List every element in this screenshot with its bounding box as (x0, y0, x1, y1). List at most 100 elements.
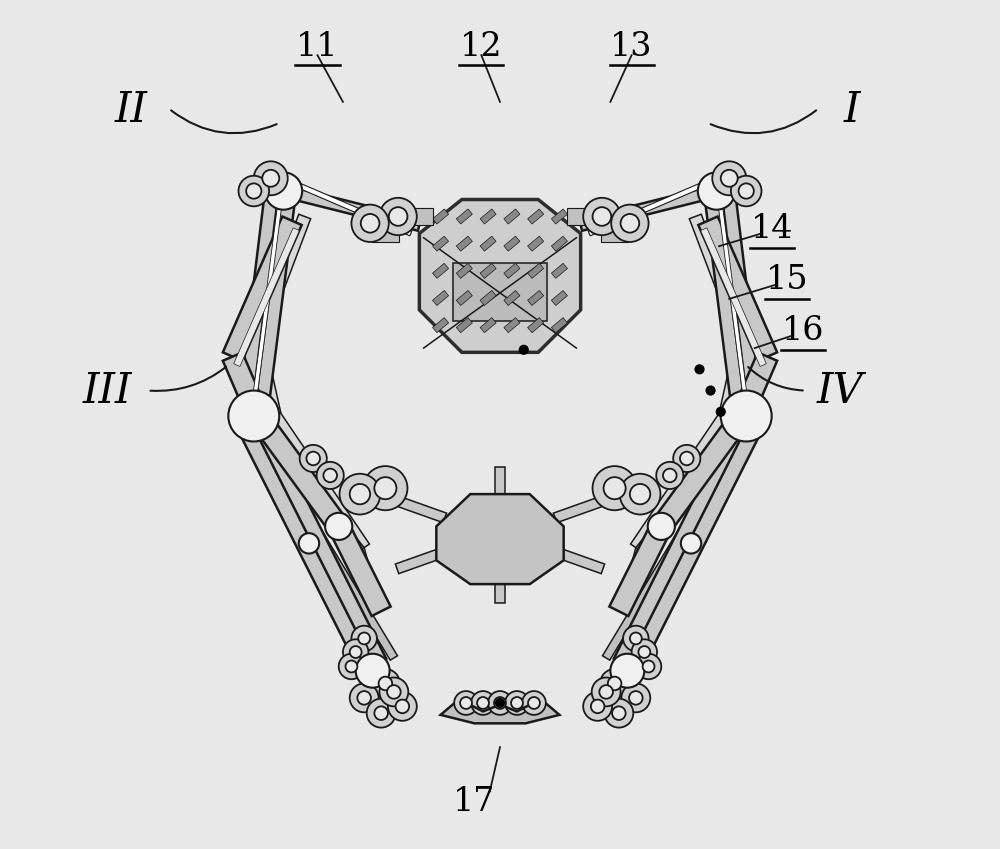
Circle shape (262, 170, 279, 187)
Circle shape (374, 706, 388, 720)
Bar (504, 209, 520, 224)
Circle shape (698, 172, 735, 210)
Circle shape (643, 661, 655, 672)
Circle shape (387, 685, 401, 699)
Bar (433, 263, 449, 278)
Text: III: III (83, 369, 133, 412)
Circle shape (300, 445, 327, 472)
Circle shape (389, 207, 407, 226)
Circle shape (246, 183, 261, 199)
Circle shape (604, 699, 633, 728)
Bar (528, 318, 544, 333)
Circle shape (638, 646, 650, 658)
Circle shape (600, 669, 629, 698)
Circle shape (241, 399, 275, 433)
Circle shape (351, 626, 377, 651)
Circle shape (656, 462, 683, 489)
Bar (551, 318, 567, 333)
Polygon shape (653, 410, 751, 532)
Polygon shape (239, 199, 278, 408)
Bar (480, 290, 496, 306)
Circle shape (361, 214, 379, 233)
Circle shape (357, 691, 371, 705)
Polygon shape (270, 413, 369, 551)
Circle shape (379, 198, 417, 235)
Polygon shape (395, 547, 447, 574)
Polygon shape (223, 352, 268, 420)
Polygon shape (252, 338, 281, 418)
Circle shape (325, 513, 352, 540)
Circle shape (477, 697, 489, 709)
Circle shape (374, 477, 396, 499)
Bar (551, 209, 567, 224)
Circle shape (379, 678, 408, 706)
Circle shape (356, 654, 390, 688)
Circle shape (630, 633, 642, 644)
Circle shape (367, 699, 396, 728)
Polygon shape (718, 202, 748, 405)
Polygon shape (553, 547, 605, 574)
Circle shape (323, 469, 337, 482)
Circle shape (371, 669, 400, 698)
Bar (567, 208, 594, 225)
Circle shape (494, 697, 506, 709)
Polygon shape (329, 521, 391, 616)
Circle shape (593, 207, 611, 226)
Circle shape (350, 646, 362, 658)
Bar (456, 318, 472, 333)
Polygon shape (588, 180, 709, 236)
Bar (528, 236, 544, 251)
Polygon shape (441, 696, 559, 723)
Polygon shape (614, 425, 745, 666)
Circle shape (621, 214, 639, 233)
Polygon shape (255, 425, 386, 666)
Polygon shape (254, 430, 398, 661)
Circle shape (522, 691, 546, 715)
Circle shape (712, 161, 746, 195)
Text: 15: 15 (766, 264, 808, 296)
Circle shape (610, 654, 644, 688)
Circle shape (725, 399, 759, 433)
Text: IV: IV (816, 369, 863, 412)
Circle shape (345, 661, 357, 672)
Bar (480, 209, 496, 224)
Circle shape (519, 345, 529, 355)
Polygon shape (698, 216, 777, 361)
Bar (456, 290, 472, 306)
Bar (433, 209, 449, 224)
Polygon shape (291, 180, 412, 236)
Circle shape (343, 639, 368, 665)
Circle shape (599, 685, 613, 699)
Circle shape (721, 170, 738, 187)
Bar (528, 263, 544, 278)
Circle shape (254, 161, 288, 195)
Circle shape (636, 654, 661, 679)
Bar (406, 208, 433, 225)
Circle shape (299, 533, 319, 554)
Circle shape (648, 513, 675, 540)
Polygon shape (453, 263, 547, 321)
Circle shape (608, 677, 621, 690)
Polygon shape (722, 199, 761, 408)
Polygon shape (237, 421, 371, 667)
Circle shape (680, 452, 694, 465)
Polygon shape (252, 202, 282, 405)
Circle shape (488, 691, 512, 715)
Circle shape (623, 626, 649, 651)
Circle shape (593, 466, 637, 510)
Circle shape (306, 452, 320, 465)
Polygon shape (495, 467, 505, 501)
Circle shape (350, 484, 370, 504)
Circle shape (673, 445, 700, 472)
Text: 16: 16 (782, 315, 824, 347)
Circle shape (471, 691, 495, 715)
Bar (504, 318, 520, 333)
Bar (433, 290, 449, 306)
Circle shape (630, 484, 650, 504)
Polygon shape (223, 216, 302, 361)
Circle shape (495, 698, 505, 708)
Bar (480, 236, 496, 251)
Bar (433, 318, 449, 333)
Circle shape (681, 533, 701, 554)
Circle shape (317, 462, 344, 489)
